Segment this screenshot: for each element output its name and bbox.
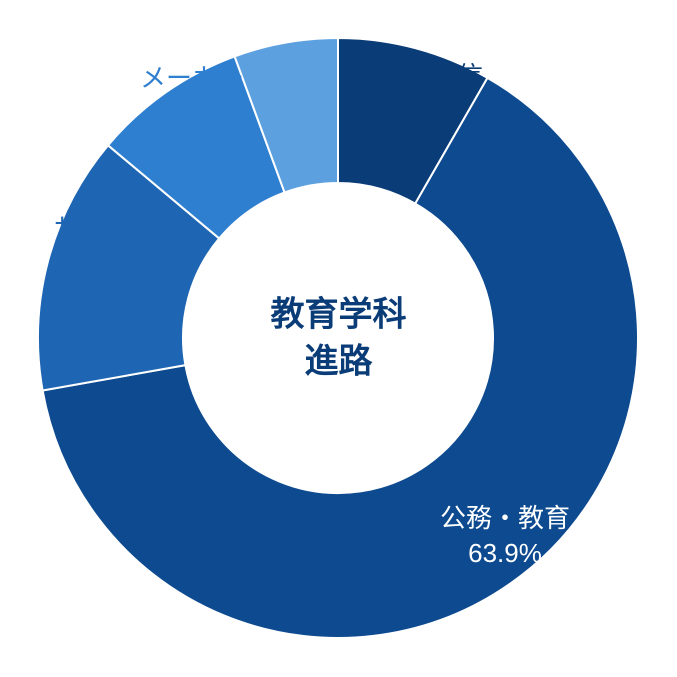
slice-label-percent: 63.9%: [440, 536, 570, 571]
slice-label-0: 運輸・通信8.3%: [353, 59, 483, 129]
slice-label-1: 公務・教育63.9%: [440, 501, 570, 571]
slice-label-2: サービス13.9%: [54, 211, 158, 281]
slice-label-percent: 8.3%: [353, 94, 483, 129]
center-title-line2: 進路: [271, 339, 407, 387]
chart-center-title: 教育学科 進路: [271, 291, 407, 386]
slice-label-4: その他5.6%: [260, 49, 338, 119]
slice-label-text: 公務・教育: [440, 501, 570, 536]
slice-label-text: 運輸・通信: [353, 59, 483, 94]
slice-label-text: その他: [260, 49, 338, 84]
slice-label-percent: 13.9%: [54, 246, 158, 281]
center-title-line1: 教育学科: [271, 291, 407, 339]
slice-label-text: メーカー: [140, 61, 244, 96]
slice-label-3: メーカー8.3%: [140, 61, 244, 131]
slice-label-percent: 8.3%: [140, 96, 244, 131]
donut-chart-container: 教育学科 進路 運輸・通信8.3%公務・教育63.9%サービス13.9%メーカー…: [0, 0, 677, 677]
slice-label-percent: 5.6%: [260, 84, 338, 119]
slice-label-text: サービス: [54, 211, 158, 246]
